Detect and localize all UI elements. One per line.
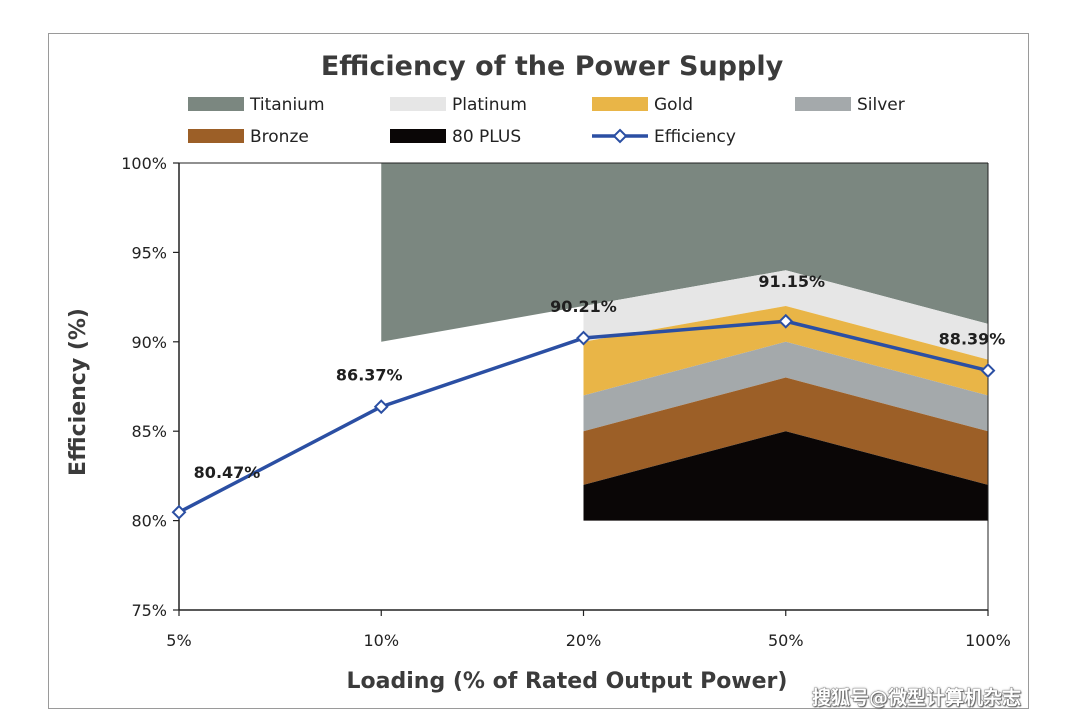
x-tick-label: 20% <box>566 631 602 650</box>
data-label: 80.47% <box>194 463 261 482</box>
efficiency-bands <box>381 163 988 521</box>
data-labels: 80.47% 86.37% 90.21% 91.15% 88.39% <box>194 272 1006 482</box>
legend-swatch <box>188 129 244 143</box>
legend-label: Bronze <box>250 127 309 147</box>
efficiency-point <box>373 399 389 415</box>
x-axis-title: Loading (% of Rated Output Power) <box>347 669 788 694</box>
legend-swatch <box>390 97 446 111</box>
legend-marker <box>612 128 628 144</box>
legend-label: 80 PLUS <box>452 127 521 147</box>
chart-title: Efficiency of the Power Supply <box>321 51 784 82</box>
axes: 75% 80% 85% 90% 95% 100% 5% 10% 20% 50% 100% <box>121 154 1011 650</box>
x-tick-label: 100% <box>965 631 1011 650</box>
band-platinum <box>583 270 988 360</box>
efficiency-point <box>778 313 794 329</box>
y-tick-label: 85% <box>131 422 167 441</box>
efficiency-series <box>171 313 996 520</box>
legend-item-silver: Silver <box>795 95 905 115</box>
legend-swatch <box>188 97 244 111</box>
legend-swatch <box>795 97 851 111</box>
data-label: 90.21% <box>550 297 617 316</box>
y-tick-label: 100% <box>121 154 167 173</box>
y-tick-label: 75% <box>131 601 167 620</box>
legend-label: Titanium <box>249 95 325 115</box>
legend-item-bronze: Bronze <box>188 127 309 147</box>
y-tick-label: 95% <box>131 243 167 262</box>
legend-item-platinum: Platinum <box>390 95 527 115</box>
x-tick-label: 5% <box>166 631 191 650</box>
efficiency-point <box>576 330 591 346</box>
legend-label: Platinum <box>452 95 527 115</box>
band-titanium <box>381 163 988 342</box>
data-label: 91.15% <box>758 272 825 291</box>
legend-label: Silver <box>857 95 905 115</box>
y-tick-label: 90% <box>131 333 167 352</box>
efficiency-point <box>980 363 996 379</box>
legend-swatch <box>592 97 648 111</box>
data-label: 86.37% <box>336 366 403 385</box>
legend-item-gold: Gold <box>592 95 693 115</box>
legend: Titanium Platinum Gold Silver Bronze 80 PLUS E… <box>188 95 905 147</box>
legend-item-titanium: Titanium <box>188 95 325 115</box>
legend-item-80-plus: 80 PLUS <box>390 127 521 147</box>
x-tick-label: 50% <box>768 631 804 650</box>
y-tick-label: 80% <box>131 512 167 531</box>
data-label: 88.39% <box>939 330 1006 349</box>
legend-swatch <box>390 129 446 143</box>
legend-label: Efficiency <box>654 127 736 147</box>
watermark-text: 搜狐号@微型计算机杂志 <box>812 687 1022 710</box>
legend-item-efficiency: Efficiency <box>592 127 736 147</box>
legend-label: Gold <box>654 95 693 115</box>
band-silver <box>583 341 988 432</box>
y-axis-title: Efficiency (%) <box>66 308 91 476</box>
x-tick-label: 10% <box>363 631 399 650</box>
band-80-plus <box>583 431 988 521</box>
efficiency-point <box>171 504 187 520</box>
